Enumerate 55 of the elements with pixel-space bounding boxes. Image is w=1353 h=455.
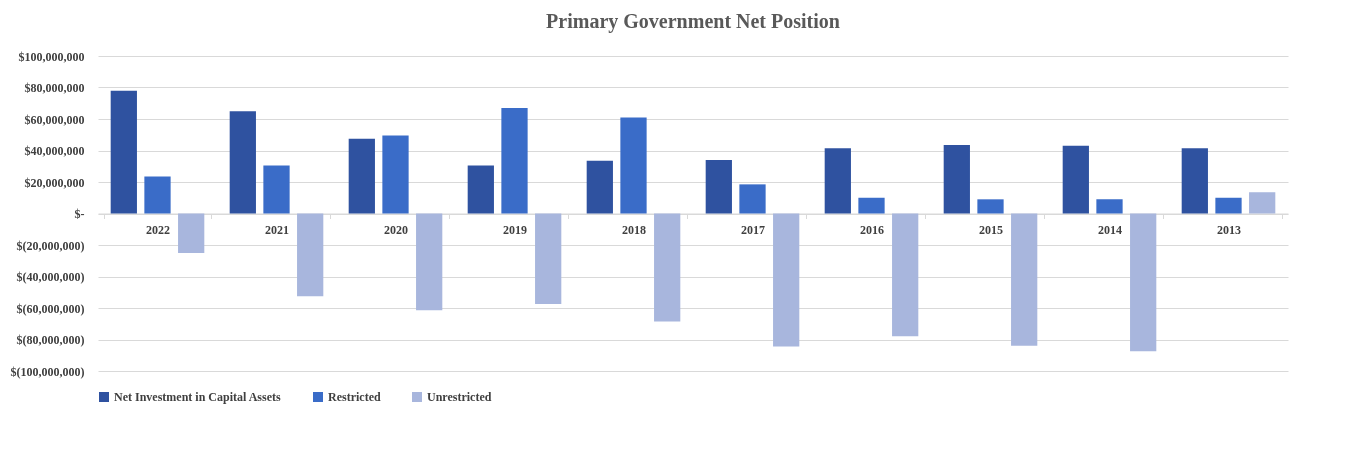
- bar: [773, 213, 800, 347]
- bar: [858, 197, 885, 214]
- bar: [382, 135, 409, 214]
- bar: [144, 176, 171, 214]
- y-tick-label: $60,000,000: [24, 112, 85, 127]
- bar: [1249, 192, 1276, 214]
- x-tick-label: 2016: [860, 223, 884, 237]
- bar: [654, 213, 681, 322]
- x-tick-label: 2020: [384, 223, 408, 237]
- bar: [620, 117, 647, 214]
- bar: [705, 159, 732, 214]
- y-tick-label: $-: [74, 207, 85, 221]
- bar: [229, 111, 256, 214]
- y-tick-label: $80,000,000: [24, 81, 85, 95]
- legend-label: Unrestricted: [427, 390, 492, 404]
- bar: [1181, 148, 1208, 214]
- x-tick-label: 2021: [265, 223, 289, 237]
- bar: [467, 165, 494, 214]
- y-tick-label: $(100,000,000): [10, 364, 85, 379]
- y-tick-label: $20,000,000: [24, 175, 85, 190]
- x-tick-label: 2015: [979, 223, 1003, 237]
- chart-title: Primary Government Net Position: [546, 10, 840, 33]
- y-tick-label: $40,000,000: [24, 144, 85, 158]
- bar: [416, 213, 443, 311]
- bar: [739, 184, 766, 214]
- bar: [178, 213, 205, 253]
- bar: [1130, 213, 1157, 352]
- bar: [501, 107, 528, 214]
- bar: [1096, 199, 1123, 214]
- bar: [1215, 197, 1242, 214]
- bar: [110, 90, 137, 214]
- y-tick-label: $(40,000,000): [16, 270, 85, 284]
- bar: [263, 165, 290, 214]
- bar: [977, 199, 1004, 214]
- y-tick-label: $(20,000,000): [16, 238, 85, 253]
- y-tick-label: $(60,000,000): [16, 301, 85, 316]
- bar: [943, 144, 970, 214]
- x-tick-label: 2013: [1217, 223, 1241, 237]
- x-tick-label: 2017: [741, 223, 765, 237]
- y-tick-label: $100,000,000: [18, 49, 85, 64]
- x-tick-label: 2014: [1098, 223, 1122, 237]
- x-tick-label: 2019: [503, 223, 527, 237]
- y-tick-label: $(80,000,000): [16, 333, 85, 347]
- legend-label: Net Investment in Capital Assets: [114, 390, 281, 404]
- bar: [824, 148, 851, 214]
- bar: [1062, 145, 1089, 214]
- bar: [348, 138, 375, 214]
- legend-label: Restricted: [328, 390, 381, 404]
- x-tick-label: 2022: [146, 223, 170, 237]
- bar: [586, 160, 613, 214]
- bar: [297, 213, 324, 297]
- bar: [1011, 213, 1038, 346]
- bar: [535, 213, 562, 305]
- bar: [892, 213, 919, 337]
- x-tick-label: 2018: [622, 223, 646, 237]
